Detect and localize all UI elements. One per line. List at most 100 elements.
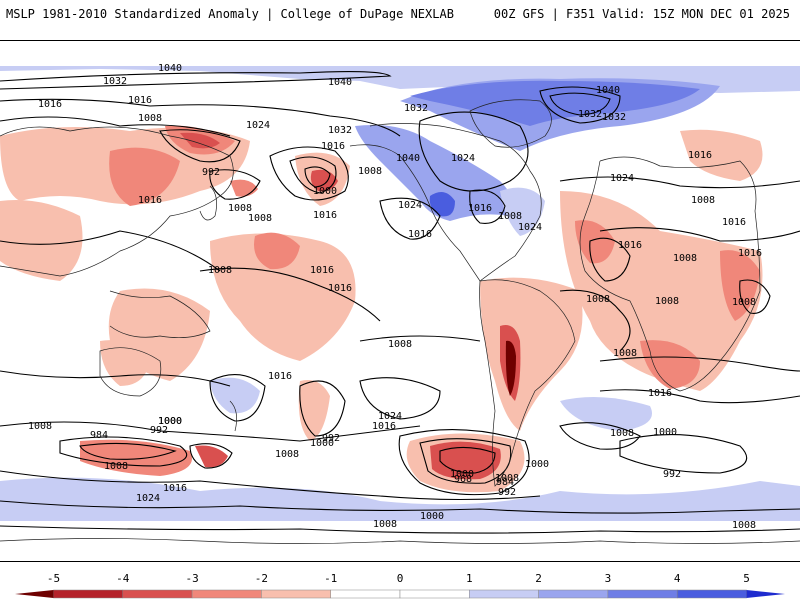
map-title: MSLP 1981-2010 Standardized Anomaly | Co… xyxy=(6,7,454,21)
colorbar-tick-label: -5 xyxy=(47,572,60,585)
contour-label: 1016 xyxy=(38,99,62,110)
contour-label: 1008 xyxy=(495,473,519,484)
isobar-line xyxy=(398,429,530,496)
coast-northamerica xyxy=(349,123,542,282)
isobar-line xyxy=(189,443,233,469)
contour-label: 992 xyxy=(322,433,340,444)
isobar-line xyxy=(0,421,421,442)
colorbar-tick-label: -1 xyxy=(324,572,337,585)
contour-label: 1024 xyxy=(518,222,542,233)
contour-label: 1016 xyxy=(722,217,746,228)
colorbar-tick-label: 2 xyxy=(535,572,542,585)
contour-label: 1024 xyxy=(610,173,634,184)
isobar-line xyxy=(418,111,529,192)
isobar-line xyxy=(469,189,506,224)
colorbar-arrow-right xyxy=(746,590,785,598)
contour-label: 1032 xyxy=(103,76,127,87)
coast-australia xyxy=(99,347,162,397)
contour-label: 1000 xyxy=(450,469,474,480)
colorbar-segment xyxy=(399,589,470,599)
contour-label: 1000 xyxy=(310,438,334,449)
contour-label: 992 xyxy=(498,487,516,498)
colorbar-segment xyxy=(676,589,747,599)
contour-label: 1016 xyxy=(268,371,292,382)
contour-label: 1016 xyxy=(648,388,672,399)
contour-label: 1032 xyxy=(602,112,626,123)
isobar-line xyxy=(0,230,221,272)
anomaly-negative-andes-core xyxy=(505,340,516,396)
colorbar-segment xyxy=(538,589,609,599)
isobar-line xyxy=(0,98,401,137)
isobar-line xyxy=(599,389,800,404)
contour-label: 1024 xyxy=(451,153,475,164)
isobar-line xyxy=(739,279,771,314)
model-valid-time: 00Z GFS | F351 Valid: 15Z MON DEC 01 202… xyxy=(493,7,790,21)
isobar-line xyxy=(0,116,231,137)
contour-label: 1024 xyxy=(246,120,270,131)
coast-southamerica xyxy=(479,279,576,487)
isobar-line xyxy=(59,436,188,467)
colorbar-segment xyxy=(122,589,193,599)
contour-label: 1008 xyxy=(691,195,715,206)
isobar-line xyxy=(0,370,231,387)
isobar-line xyxy=(209,169,261,200)
anomaly-positive-greatlakes xyxy=(429,192,455,217)
isobar-line xyxy=(359,377,441,420)
anomaly-negative-southpacific-core xyxy=(430,441,501,480)
isobar-line xyxy=(539,86,621,124)
isobar-line xyxy=(209,374,266,422)
contour-label: 992 xyxy=(150,425,168,436)
contour-label: 1000 xyxy=(525,459,549,470)
coast-antarctica xyxy=(0,538,800,544)
contour-label: 1016 xyxy=(138,195,162,206)
isobar-line xyxy=(589,237,631,282)
contour-label: 1016 xyxy=(321,141,345,152)
contour-label: 1024 xyxy=(378,411,402,422)
contour-label: 1032 xyxy=(404,103,428,114)
isobar-line xyxy=(199,267,381,322)
anomaly-positive-southatlantic xyxy=(560,397,652,431)
colorbar-segment xyxy=(330,589,401,599)
contour-label: 1008 xyxy=(613,348,637,359)
isobar-line xyxy=(619,434,748,474)
isobar-line xyxy=(304,166,331,188)
contour-label: 1016 xyxy=(328,283,352,294)
coast-asia xyxy=(0,126,234,277)
contour-label: 1008 xyxy=(138,113,162,124)
colorbar-segment xyxy=(191,589,262,599)
isobar-line xyxy=(359,335,481,342)
anomaly-negative-pacific-central xyxy=(210,233,356,361)
contour-label: 1016 xyxy=(313,210,337,221)
colorbar-graphic: -5 -4 -3 -2 -1 0 1 2 3 4 5 xyxy=(15,572,785,599)
coast-japan xyxy=(199,185,217,221)
contour-label: 1016 xyxy=(408,229,432,240)
coastlines xyxy=(0,99,800,544)
contour-label: 992 xyxy=(202,167,220,178)
colorbar-tick-label: -4 xyxy=(116,572,130,585)
contour-label: 1040 xyxy=(158,63,182,74)
isobar-line xyxy=(79,442,177,460)
contour-label: 1032 xyxy=(328,125,352,136)
contour-label: 968 xyxy=(454,474,472,485)
coast-greenland xyxy=(469,99,552,148)
colorbar-tick-label: 5 xyxy=(743,572,750,585)
isobar-line xyxy=(559,289,631,352)
contour-label: 1016 xyxy=(128,95,152,106)
contour-label: 992 xyxy=(663,469,681,480)
contour-label: 1016 xyxy=(688,150,712,161)
colorbar-tick-label: 4 xyxy=(674,572,681,585)
isobar-line xyxy=(599,227,800,242)
colorbar-tick-labels: -5 -4 -3 -2 -1 0 1 2 3 4 5 xyxy=(47,572,750,585)
contour-label: 1040 xyxy=(596,85,620,96)
isobar-line xyxy=(0,71,392,90)
coast-newzealand xyxy=(229,400,237,432)
contour-label: 1008 xyxy=(248,213,272,224)
contour-label: 1000 xyxy=(158,416,182,427)
isobar-line xyxy=(559,422,641,450)
anomaly-negative-bering xyxy=(230,179,258,197)
contour-label: 1008 xyxy=(358,166,382,177)
anomaly-positive-southern xyxy=(0,477,800,521)
anomaly-negative-india xyxy=(0,200,83,281)
anomaly-negative-nz xyxy=(298,380,330,441)
